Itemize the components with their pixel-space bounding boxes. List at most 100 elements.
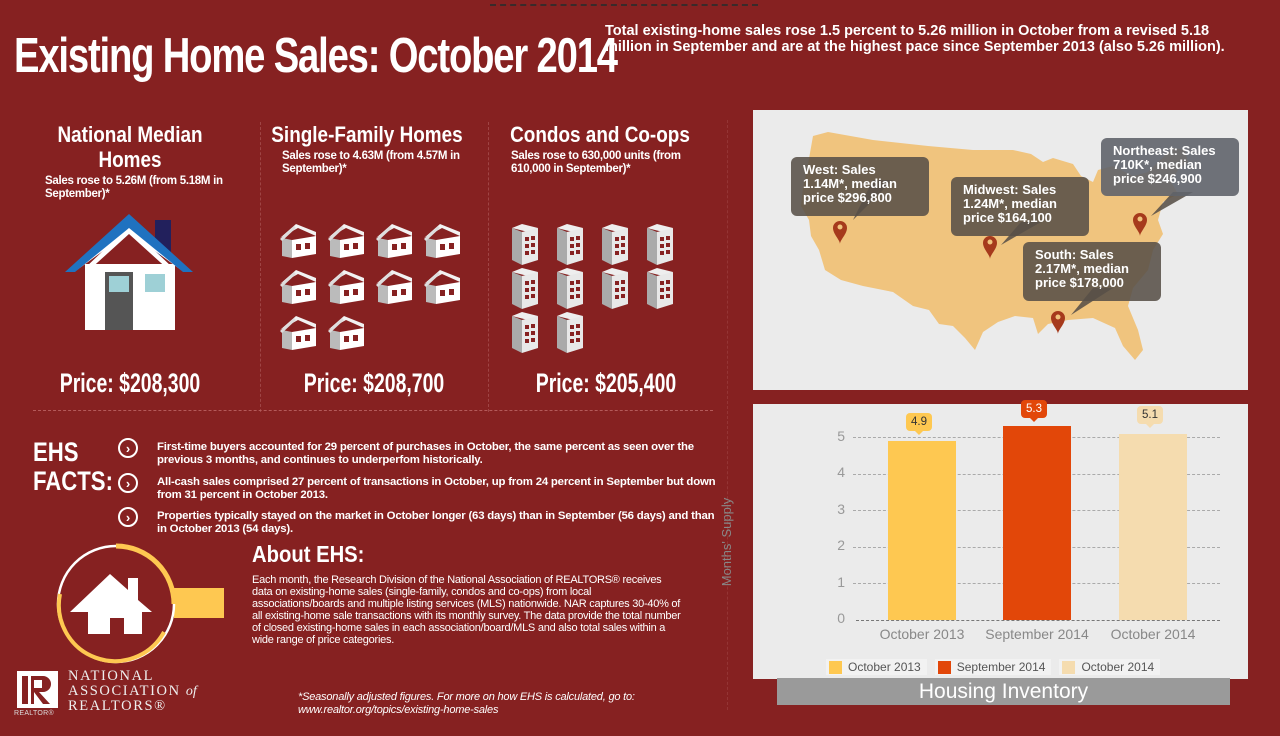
callout-line: price $296,800 <box>803 190 892 205</box>
chevron-right-icon: › <box>118 473 138 493</box>
house-small-icon <box>280 316 316 350</box>
price-national-median: Price: $208,300 <box>59 368 201 398</box>
us-regional-map: West: Sales 1.14M*, median price $296,80… <box>753 110 1248 390</box>
callout-line: South: Sales <box>1035 247 1114 262</box>
pin-south <box>1051 311 1065 334</box>
y-axis-label: Months' Supply <box>719 497 734 587</box>
building-icon <box>512 224 538 265</box>
column-divider <box>260 122 261 412</box>
y-tick: 1 <box>837 574 845 590</box>
building-icon <box>557 268 583 309</box>
house-small-icon <box>424 224 460 258</box>
legend-item[interactable]: October 2014 <box>1059 659 1161 675</box>
fact-item: › All-cash sales comprised 27 percent of… <box>118 473 718 501</box>
logo-line1: NATIONAL <box>68 668 155 684</box>
house-small-icon <box>376 224 412 258</box>
nar-logo-text: NATIONAL ASSOCIATION of REALTORS® <box>68 669 197 714</box>
about-title: About EHS: <box>252 541 365 567</box>
summary-text: Total existing-home sales rose 1.5 perce… <box>605 23 1225 55</box>
callout-line: price $246,900 <box>1113 171 1202 186</box>
building-icon <box>512 312 538 353</box>
legend-swatch <box>829 660 842 674</box>
legend-label: September 2014 <box>956 660 1046 674</box>
section-divider <box>33 410 713 411</box>
pin-northeast <box>1133 213 1147 236</box>
facts-label-line1: EHS <box>33 437 79 467</box>
legend-item[interactable]: September 2014 <box>934 659 1052 675</box>
price-single-family: Price: $208,700 <box>303 368 445 398</box>
realtor-tag: REALTOR® <box>14 710 54 717</box>
housing-inventory-chart: Months' Supply 0 1 2 3 4 5 4.9 5.3 5.1 O… <box>719 400 1248 679</box>
legend-item[interactable]: October 2013 <box>826 659 927 675</box>
legend-label: October 2014 <box>1081 660 1155 674</box>
top-divider <box>490 4 758 6</box>
bar-october-2013[interactable] <box>888 441 956 620</box>
fact-text: Properties typically stayed on the marke… <box>157 510 715 535</box>
bar-value-label: 5.3 <box>1021 400 1047 422</box>
column-condos: Condos and Co-ops Sales rose to 630,000 … <box>485 122 715 176</box>
house-small-icon <box>424 270 460 304</box>
building-icon <box>512 268 538 309</box>
x-axis-baseline <box>856 620 1220 621</box>
column-single-family: Single-Family Homes Sales rose to 4.63M … <box>252 122 482 176</box>
building-icon <box>557 224 583 265</box>
callout-line: 2.17M*, median <box>1035 261 1129 276</box>
home-search-icon <box>56 543 224 664</box>
callout-line: West: Sales <box>803 162 876 177</box>
x-tick: October 2013 <box>879 626 965 642</box>
legend-label: October 2013 <box>848 660 921 674</box>
fact-text: First-time buyers accounted for 29 perce… <box>157 441 694 466</box>
panel-divider <box>727 120 728 710</box>
callout-line: price $178,000 <box>1035 275 1124 290</box>
bar-october-2014[interactable] <box>1119 434 1187 620</box>
chart-title: Housing Inventory <box>777 678 1230 705</box>
facts-label-line2: FACTS: <box>33 466 113 496</box>
y-tick: 3 <box>837 501 845 517</box>
house-small-icon <box>376 270 412 304</box>
bar-september-2014[interactable] <box>1003 426 1071 620</box>
building-icon <box>647 268 673 309</box>
realtor-r-logo-icon <box>17 671 58 708</box>
callout-line: 1.14M*, median <box>803 176 897 191</box>
logo-line2: ASSOCIATION <box>68 683 181 699</box>
pin-midwest <box>983 236 997 259</box>
column-subtitle: Sales rose to 4.63M (from 4.57M in Septe… <box>282 150 460 175</box>
callout-line: price $164,100 <box>963 210 1052 225</box>
x-tick: September 2014 <box>985 626 1089 642</box>
column-subtitle: Sales rose to 5.26M (from 5.18M in Septe… <box>45 175 223 200</box>
footnote: *Seasonally adjusted figures. For more o… <box>298 691 728 716</box>
bar-value-label: 5.1 <box>1137 406 1163 428</box>
about-text: Each month, the Research Division of the… <box>252 574 681 646</box>
column-title: Single-Family Homes <box>271 122 463 147</box>
column-title: National Median Homes <box>57 122 203 172</box>
callout-midwest: Midwest: Sales 1.24M*, median price $164… <box>951 177 1089 236</box>
condo-icon-grid <box>508 222 688 354</box>
fact-text: All-cash sales comprised 27 percent of t… <box>157 476 716 501</box>
callout-line: Midwest: Sales <box>963 182 1057 197</box>
page-title: Existing Home Sales: October 2014 <box>14 29 618 83</box>
fact-item: › First-time buyers accounted for 29 per… <box>118 438 718 466</box>
logo-line3: REALTORS® <box>68 698 167 714</box>
footnote-text: *Seasonally adjusted figures. For more o… <box>298 691 635 703</box>
column-national-median: National Median Homes Sales rose to 5.26… <box>15 122 245 201</box>
y-tick: 5 <box>837 428 845 444</box>
legend-swatch <box>1062 660 1076 674</box>
y-tick: 0 <box>837 610 845 626</box>
footnote-link[interactable]: www.realtor.org/topics/existing-home-sal… <box>298 703 499 716</box>
house-small-icon <box>328 224 364 258</box>
chevron-right-icon: › <box>118 438 138 458</box>
fact-item: › Properties typically stayed on the mar… <box>118 507 718 535</box>
facts-label: EHS FACTS: <box>33 438 113 496</box>
building-icon <box>602 224 628 265</box>
legend-swatch <box>937 660 951 674</box>
callout-line: 1.24M*, median <box>963 196 1057 211</box>
building-icon <box>602 268 628 309</box>
pin-west <box>833 221 847 244</box>
house-small-icon <box>328 316 364 350</box>
price-condos: Price: $205,400 <box>535 368 677 398</box>
column-subtitle: Sales rose to 630,000 units (from 610,00… <box>511 150 681 175</box>
bar-value-label: 4.9 <box>906 413 932 435</box>
callout-line: Northeast: Sales <box>1113 143 1216 158</box>
house-small-icon <box>280 270 316 304</box>
column-title: Condos and Co-ops <box>510 122 690 147</box>
